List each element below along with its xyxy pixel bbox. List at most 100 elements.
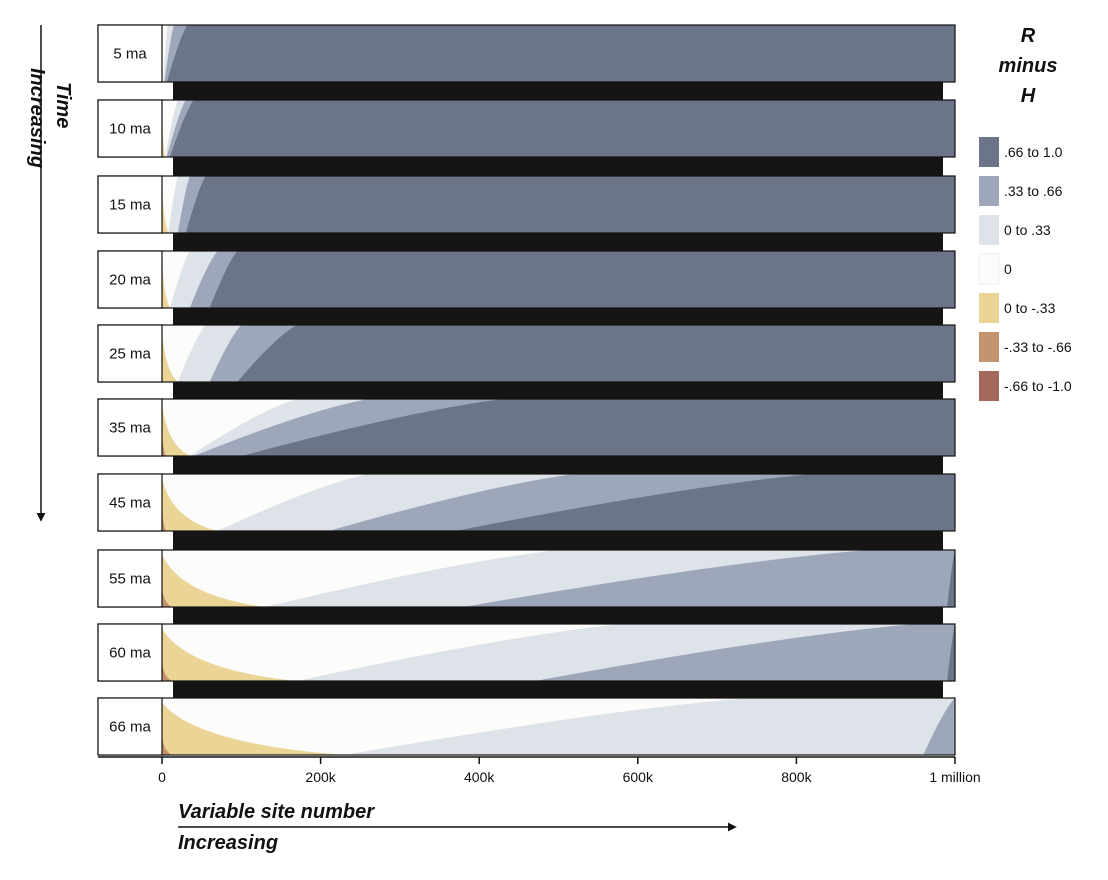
- panel-label-box: [97, 623, 163, 682]
- legend-swatch: [979, 137, 999, 167]
- region-zero: [162, 550, 559, 607]
- region-zero: [162, 325, 206, 382]
- legend-item: 0 to .33: [979, 215, 1051, 245]
- panel-label: 45 ma: [109, 495, 151, 512]
- panel-label-box: [97, 398, 163, 457]
- legend-item: .33 to .66: [979, 176, 1063, 206]
- x-axis-title-line-1: Variable site number: [178, 801, 375, 823]
- panel-66-ma: 66 ma: [97, 697, 956, 756]
- region-neg-2: [162, 663, 172, 681]
- panel-separator: [173, 681, 943, 698]
- legend-label: .66 to 1.0: [1004, 144, 1063, 160]
- panel-label: 20 ma: [109, 272, 151, 289]
- panel-label-box: [97, 250, 163, 309]
- panel-label: 15 ma: [109, 197, 151, 214]
- panel-label-box: [97, 473, 163, 532]
- panel-label: 10 ma: [109, 121, 151, 138]
- legend-item: .66 to 1.0: [979, 137, 1063, 167]
- x-tick-label: 800k: [781, 769, 812, 785]
- panel-separator: [173, 157, 943, 176]
- region-zero: [162, 399, 297, 456]
- legend-swatch: [979, 176, 999, 206]
- legend-title-line-3: H: [1021, 85, 1036, 107]
- panel-55-ma: 55 ma: [97, 549, 956, 624]
- panel-label-box: [97, 175, 163, 234]
- panel-label-box: [97, 99, 163, 158]
- panel-label-box: [97, 324, 163, 383]
- panels-group: 5 ma 10 ma 15 ma 20 ma 25 ma 35 ma 45 ma 55 ma 6…: [97, 24, 956, 756]
- region-zero: [162, 251, 190, 308]
- panel-label: 60 ma: [109, 645, 151, 662]
- legend-label: 0 to -.33: [1004, 300, 1056, 316]
- legend-item: -.33 to -.66: [979, 332, 1072, 362]
- panel-45-ma: 45 ma: [97, 473, 956, 550]
- panel-60-ma: 60 ma: [97, 623, 956, 698]
- panel-separator: [173, 382, 943, 399]
- region-zero: [162, 25, 168, 82]
- legend-swatch: [978, 253, 1000, 285]
- panel-label-box: [97, 24, 163, 83]
- region-zero: [162, 176, 178, 233]
- panel-15-ma: 15 ma: [97, 175, 956, 251]
- region-zero: [162, 474, 369, 531]
- x-tick-label: 600k: [623, 769, 654, 785]
- legend-item: 0: [978, 253, 1012, 285]
- panel-separator: [173, 456, 943, 474]
- x-axis: 0 200k 400k 600k 800k 1 million: [98, 756, 981, 785]
- region-neg-1: [162, 403, 190, 456]
- panel-separator: [173, 308, 943, 325]
- y-axis-title-line-2: Increasing: [26, 68, 48, 168]
- legend-swatch: [979, 371, 999, 401]
- panel-label: 66 ma: [109, 719, 151, 736]
- legend-label: -.66 to -1.0: [1004, 378, 1072, 394]
- legend-item: -.66 to -1.0: [979, 371, 1072, 401]
- region-neg-2: [162, 589, 172, 607]
- panel-35-ma: 35 ma: [97, 398, 956, 474]
- region-dark: [162, 176, 955, 233]
- x-tick-label: 200k: [305, 769, 336, 785]
- legend-swatch: [979, 215, 999, 245]
- region-dark: [162, 251, 955, 308]
- panel-label: 25 ma: [109, 346, 151, 363]
- region-neg-1: [162, 255, 170, 308]
- x-tick-label: 1 million: [929, 769, 980, 785]
- panel-separator: [173, 607, 943, 624]
- legend-label: 0 to .33: [1004, 222, 1051, 238]
- panel-label: 55 ma: [109, 571, 151, 588]
- region-neg-2: [162, 513, 166, 531]
- x-axis-title: Variable site number Increasing: [178, 801, 737, 854]
- region-neg-2: [162, 438, 166, 456]
- x-tick-label: 0: [158, 769, 166, 785]
- panel-label-box: [97, 697, 163, 756]
- region-neg-1: [162, 104, 166, 157]
- legend-label: .33 to .66: [1004, 183, 1063, 199]
- region-neg-1: [162, 478, 218, 531]
- panel-label-box: [97, 549, 163, 608]
- region-dark: [162, 25, 955, 82]
- region-zero: [162, 100, 178, 157]
- region-neg-1: [162, 329, 178, 382]
- x-tick-label: 400k: [464, 769, 495, 785]
- legend-items: .66 to 1.0 .33 to .66 0 to .33 0 0 to -.33 -.…: [978, 137, 1072, 401]
- panel-25-ma: 25 ma: [97, 324, 956, 399]
- panel-label: 35 ma: [109, 420, 151, 437]
- y-axis-title-line-1: Time: [52, 82, 74, 128]
- panel-separator: [173, 531, 943, 550]
- panel-5-ma: 5 ma: [97, 24, 956, 100]
- x-ticks: 0 200k 400k 600k 800k 1 million: [158, 757, 981, 785]
- legend-item: 0 to -.33: [979, 293, 1056, 323]
- legend-title-line-2: minus: [999, 55, 1058, 77]
- region-zero: [162, 624, 622, 681]
- region-zero: [162, 698, 749, 755]
- x-axis-title-line-2: Increasing: [178, 832, 278, 854]
- panel-10-ma: 10 ma: [97, 99, 956, 176]
- panel-separator: [173, 233, 943, 251]
- region-neg-1: [162, 554, 266, 607]
- region-dark: [162, 100, 955, 157]
- legend-title-line-1: R: [1021, 25, 1036, 47]
- region-neg-1: [162, 628, 297, 681]
- legend-swatch: [979, 293, 999, 323]
- y-axis-title: Time Increasing: [26, 25, 74, 522]
- panel-20-ma: 20 ma: [97, 250, 956, 325]
